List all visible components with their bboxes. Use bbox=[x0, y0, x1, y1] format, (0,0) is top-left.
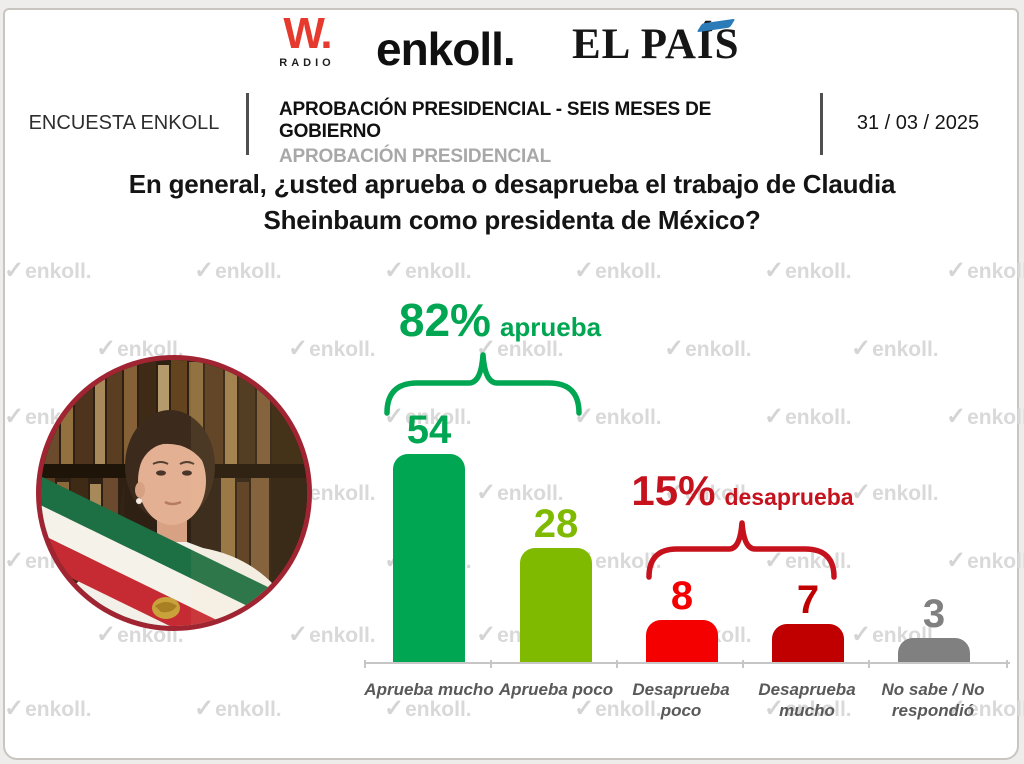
axis-tick bbox=[1006, 660, 1008, 668]
bar-group-aprueba-mucho: 54 bbox=[393, 407, 465, 663]
survey-date: 31 / 03 / 2025 bbox=[856, 112, 980, 134]
axis-tick bbox=[742, 660, 744, 668]
sheinbaum-portrait-photo bbox=[36, 355, 312, 631]
category-label-aprueba-mucho: Aprueba mucho bbox=[364, 680, 494, 699]
disapprove-total-pct: 15% bbox=[631, 467, 716, 514]
wradio-logo-letter: W. bbox=[283, 9, 332, 58]
survey-question-line1: En general, ¿usted aprueba o desaprueba … bbox=[128, 169, 896, 199]
bar-group-desaprueba-poco: 8 bbox=[646, 576, 718, 663]
portrait-illustration bbox=[41, 360, 307, 626]
x-axis-line bbox=[364, 662, 1010, 664]
bar-group-aprueba-poco: 28 bbox=[520, 504, 592, 663]
bar-value: 7 bbox=[796, 577, 820, 622]
axis-tick bbox=[364, 660, 366, 668]
approve-brace-icon bbox=[384, 352, 582, 416]
category-label-desaprueba-mucho: Desaprueba mucho bbox=[758, 680, 856, 721]
bar-desaprueba-mucho bbox=[772, 623, 844, 663]
survey-name-label: ENCUESTA ENKOLL bbox=[28, 112, 220, 134]
elpais-logo: EL PAÍS bbox=[572, 18, 740, 69]
category-label-aprueba-poco: Aprueba poco bbox=[498, 680, 614, 699]
disapprove-brace-icon bbox=[646, 520, 837, 580]
axis-tick bbox=[868, 660, 870, 668]
survey-question: En general, ¿usted aprueba o desaprueba … bbox=[40, 167, 984, 239]
axis-tick bbox=[490, 660, 492, 668]
disapprove-total-word: desaprueba bbox=[724, 484, 854, 510]
approve-total-pct: 82% bbox=[398, 294, 491, 346]
approve-total-annotation: 82% aprueba bbox=[350, 293, 650, 347]
bar-aprueba-poco bbox=[520, 547, 592, 663]
report-subtitle: APROBACIÓN PRESIDENCIAL bbox=[279, 146, 551, 167]
bar-value: 3 bbox=[922, 592, 946, 637]
enkoll-logo: enkoll. bbox=[376, 23, 516, 75]
bar-desaprueba-poco bbox=[646, 620, 718, 663]
wradio-logo: W. RADIO bbox=[268, 9, 346, 70]
category-label-desaprueba-poco: Desaprueba poco bbox=[632, 680, 730, 721]
category-label-no-sabe: No sabe / No respondió bbox=[881, 680, 985, 721]
bar-value: 8 bbox=[670, 574, 694, 618]
bar-group-no-sabe: 3 bbox=[898, 594, 970, 663]
bar-group-desaprueba-mucho: 7 bbox=[772, 580, 844, 663]
header-divider-right bbox=[820, 93, 823, 155]
disapprove-total-annotation: 15% desaprueba bbox=[610, 467, 875, 515]
axis-tick bbox=[616, 660, 618, 668]
bar-value: 28 bbox=[533, 501, 579, 546]
survey-question-line2: Sheinbaum como presidenta de México? bbox=[263, 204, 761, 235]
wradio-logo-text: RADIO bbox=[279, 57, 335, 69]
header-titles: APROBACIÓN PRESIDENCIAL - SEIS MESES DE … bbox=[279, 99, 814, 168]
bar-aprueba-mucho bbox=[393, 453, 465, 663]
approve-total-word: aprueba bbox=[499, 312, 602, 342]
bar-value: 54 bbox=[406, 407, 452, 452]
bar-no-sabe bbox=[898, 638, 970, 663]
header-divider-left bbox=[246, 93, 249, 155]
report-title: APROBACIÓN PRESIDENCIAL - SEIS MESES DE … bbox=[279, 99, 712, 142]
